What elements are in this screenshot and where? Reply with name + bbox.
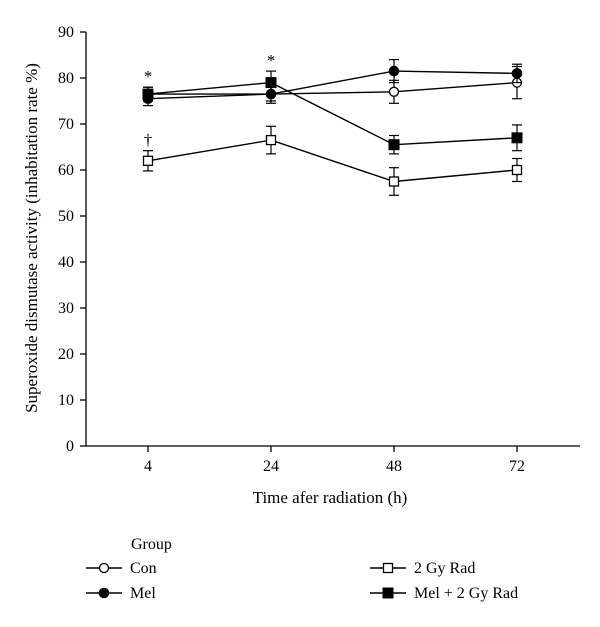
significance-marker: † xyxy=(144,131,153,150)
y-tick-label: 10 xyxy=(58,392,74,409)
legend-marker xyxy=(382,587,394,599)
series-line xyxy=(147,70,518,100)
significance-marker: * xyxy=(267,51,276,70)
y-tick-label: 40 xyxy=(58,254,74,271)
data-point xyxy=(511,164,523,176)
legend-item-2-gy-rad: 2 Gy Rad xyxy=(370,560,475,577)
data-point xyxy=(265,77,277,89)
data-point xyxy=(511,132,523,144)
data-point xyxy=(388,86,400,97)
x-tick-label: 24 xyxy=(263,458,279,475)
legend-item-mel-2-gy-rad: Mel + 2 Gy Rad xyxy=(370,585,518,602)
x-tick-label: 4 xyxy=(144,458,152,475)
y-tick-label: 0 xyxy=(66,438,74,455)
y-tick-label: 30 xyxy=(58,300,74,317)
legend-item-con: Con xyxy=(86,560,157,577)
series-mel-2-gy-rad xyxy=(142,70,523,155)
significance-marker: * xyxy=(144,67,153,86)
data-point xyxy=(511,68,523,79)
series-line xyxy=(147,139,518,183)
legend-item-mel: Mel xyxy=(86,585,156,602)
y-tick-label: 90 xyxy=(58,24,74,41)
x-tick-label: 72 xyxy=(509,458,525,475)
series-line xyxy=(147,81,518,146)
legend-label: 2 Gy Rad xyxy=(414,560,475,577)
y-tick-label: 80 xyxy=(58,70,74,87)
data-point xyxy=(142,88,154,100)
annotation-layer: * * † xyxy=(144,51,276,150)
series-line xyxy=(148,81,518,95)
y-tick-label: 50 xyxy=(58,208,74,225)
legend-marker xyxy=(382,562,394,574)
series-mel xyxy=(142,58,523,107)
y-axis-title: Superoxide dismutase activity (inhabitat… xyxy=(22,63,41,413)
x-tick-label: 48 xyxy=(386,458,402,475)
data-point xyxy=(388,139,400,151)
legend: Con Mel 2 Gy Rad Mel + 2 Gy Rad xyxy=(86,560,518,602)
y-tick-label: 70 xyxy=(58,116,74,133)
axes: 0 10 20 30 40 50 60 70 80 90 4 24 48 72 xyxy=(58,24,580,475)
series-layer xyxy=(142,58,523,196)
y-tick-label: 60 xyxy=(58,162,74,179)
legend-label: Con xyxy=(130,560,157,577)
x-axis-title: Time afer radiation (h) xyxy=(253,488,408,507)
legend-label: Mel xyxy=(130,585,156,602)
data-point xyxy=(388,65,400,77)
legend-label: Mel + 2 Gy Rad xyxy=(414,585,518,602)
series-2-gy-rad xyxy=(142,125,523,196)
legend-title: Group xyxy=(131,536,172,553)
data-point xyxy=(142,155,154,166)
data-point xyxy=(388,176,400,187)
legend-marker xyxy=(98,562,110,574)
legend-marker xyxy=(98,587,110,599)
data-point xyxy=(265,134,277,146)
y-tick-label: 20 xyxy=(58,346,74,363)
